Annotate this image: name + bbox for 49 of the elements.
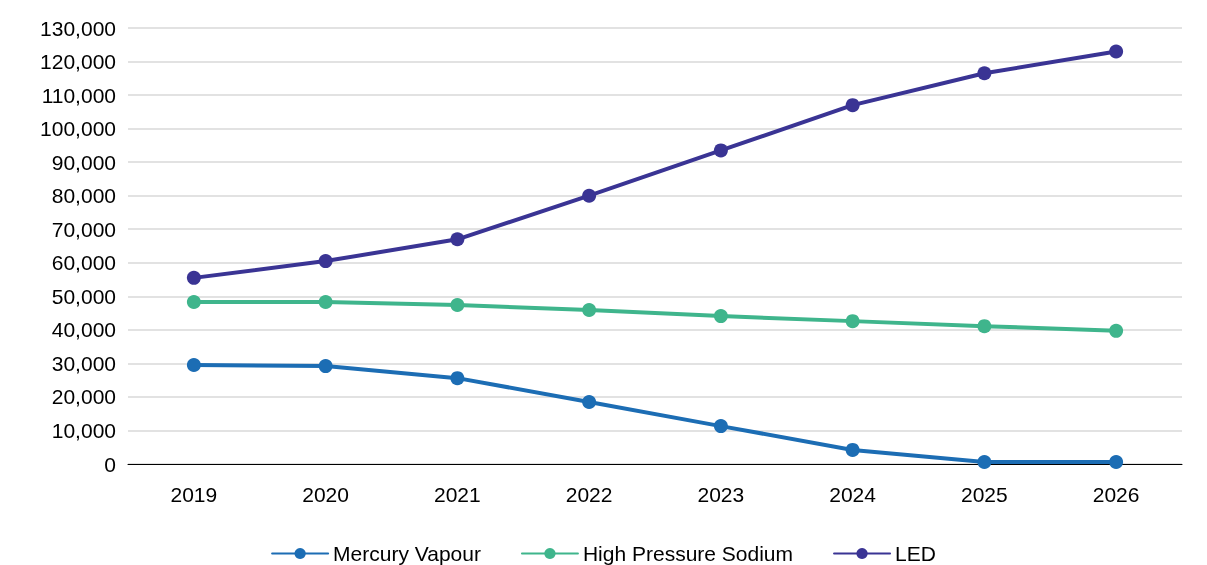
point xyxy=(713,419,728,434)
legend-label: High Pressure Sodium xyxy=(582,542,794,565)
y-tick-label: 80,000 xyxy=(51,184,116,208)
point xyxy=(845,442,860,457)
point xyxy=(845,98,860,113)
y-tick-label: 130,000 xyxy=(40,16,116,40)
y-tick-label: 70,000 xyxy=(51,217,116,241)
y-tick-label: 10,000 xyxy=(51,418,116,442)
point xyxy=(713,143,728,158)
point xyxy=(977,319,992,334)
point xyxy=(1109,323,1124,338)
y-tick-label: 30,000 xyxy=(51,351,116,375)
y-tick-label: 40,000 xyxy=(51,318,116,342)
y-tick-label: 60,000 xyxy=(51,251,116,275)
x-tick-label: 2020 xyxy=(302,483,349,506)
point xyxy=(1109,44,1124,59)
x-tick-label: 2019 xyxy=(170,483,218,506)
point xyxy=(318,254,333,269)
point xyxy=(318,359,333,374)
y-tick-label: 0 xyxy=(104,452,116,476)
y-tick-label: 50,000 xyxy=(51,284,116,308)
point xyxy=(186,295,201,310)
x-tick-label: 2025 xyxy=(961,483,1008,506)
y-tick-label: 110,000 xyxy=(41,83,116,107)
point xyxy=(186,358,201,373)
point xyxy=(186,270,201,285)
point xyxy=(318,295,333,310)
point xyxy=(582,303,597,318)
x-tick-label: 2023 xyxy=(697,483,745,506)
point xyxy=(977,454,992,469)
y-tick-label: 90,000 xyxy=(51,150,116,174)
legend-label: LED xyxy=(895,542,936,565)
legend-label: Mercury Vapour xyxy=(333,542,481,565)
point xyxy=(1109,454,1124,469)
point xyxy=(582,188,597,203)
y-tick-label: 120,000 xyxy=(40,50,116,74)
point xyxy=(450,232,465,247)
x-tick-label: 2024 xyxy=(829,483,877,506)
point xyxy=(450,371,465,386)
y-tick-label: 100,000 xyxy=(40,117,116,141)
point xyxy=(582,394,597,409)
x-tick-label: 2026 xyxy=(1092,483,1140,506)
y-tick-label: 20,000 xyxy=(51,385,116,409)
x-tick-label: 2022 xyxy=(565,483,613,506)
x-tick-label: 2021 xyxy=(434,483,481,506)
point xyxy=(845,314,860,329)
point xyxy=(977,66,992,81)
point xyxy=(713,309,728,324)
point xyxy=(450,298,465,313)
